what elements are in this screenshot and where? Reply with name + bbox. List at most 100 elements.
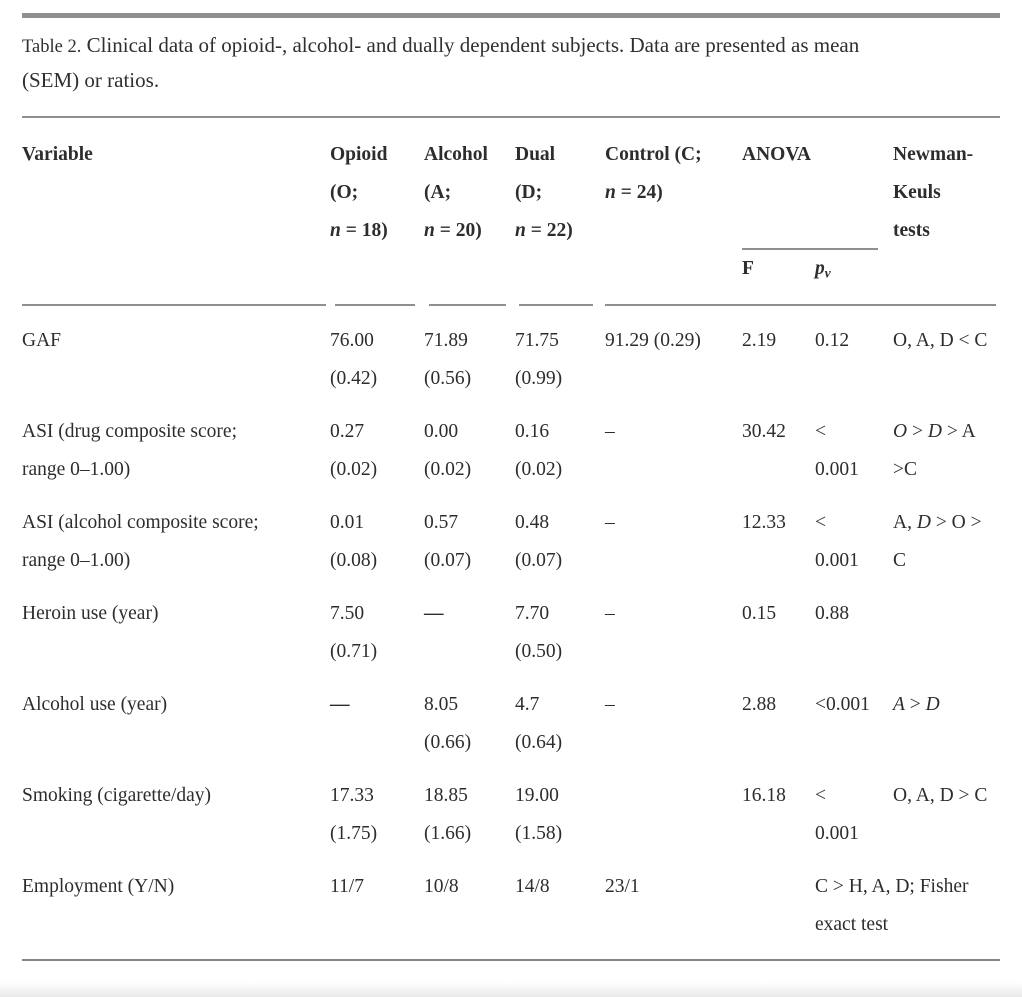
table-caption: Table 2. Clinical data of opioid-, alcoh… — [22, 29, 907, 97]
divider-segment-opioid — [335, 304, 415, 307]
document-page: Table 2. Clinical data of opioid-, alcoh… — [0, 13, 1022, 997]
text-line: (0.02) — [330, 459, 378, 481]
text-line: (1.66) — [424, 823, 472, 845]
divider-segment-variable — [22, 304, 326, 307]
text-line: pv — [815, 258, 831, 281]
header-variable: Variable — [22, 136, 330, 292]
cell-f: 12.33 — [742, 504, 815, 580]
text-line: (0.07) — [515, 550, 563, 572]
text-line: tests — [893, 220, 930, 241]
text-line: 8.05 — [424, 694, 459, 716]
text-line: (0.66) — [424, 732, 472, 754]
text-line: 10/8 — [424, 876, 459, 898]
text-line: GAF — [22, 330, 62, 352]
text-line: (0.99) — [515, 368, 563, 390]
text-line: 23/1 — [605, 876, 640, 898]
cell-opioid: 76.00 (0.42) — [330, 322, 424, 398]
text-line: O, A, D < C — [893, 330, 988, 352]
text-line: ASI (alcohol composite score; — [22, 512, 259, 534]
text-line: Smoking (cigarette/day) — [22, 785, 211, 807]
text-line: 14/8 — [515, 876, 550, 898]
text-line: ASI (drug composite score; — [22, 421, 237, 443]
cell-variable: ASI (alcohol composite score; range 0–1.0… — [22, 504, 330, 580]
table-caption-label: Table 2. — [22, 37, 82, 57]
text-line: O > D > A — [893, 421, 976, 443]
table-bottom-rule — [22, 959, 1000, 962]
text-line: Employment (Y/N) — [22, 876, 175, 898]
text-line: 16.18 — [742, 785, 786, 807]
text-line: range 0–1.00) — [22, 550, 131, 572]
text-line: 17.33 — [330, 785, 374, 807]
cell-f: 30.42 — [742, 413, 815, 489]
cell-control: – — [605, 504, 742, 580]
text-line: 12.33 — [742, 512, 786, 534]
text-line: 4.7 — [515, 694, 540, 716]
cell-dual: 4.7 (0.64) — [515, 686, 605, 762]
cell-dual: 0.16 (0.02) — [515, 413, 605, 489]
cell-f — [742, 868, 815, 944]
cell-p-newman-keuls-merged: C > H, A, D; Fisher exact test — [815, 868, 1000, 944]
text-line: 0.01 — [330, 512, 365, 534]
cell-alcohol: 0.57 (0.07) — [424, 504, 515, 580]
text-line: O, A, D > C — [893, 785, 988, 807]
text-line: 30.42 — [742, 421, 786, 443]
cell-alcohol: 18.85 (1.66) — [424, 777, 515, 853]
cell-f: 0.15 — [742, 595, 815, 671]
text-line: Control (C; — [605, 144, 702, 165]
table-row: GAF 76.00 (0.42) 71.89 (0.56) 71.75 (0.99) 91.2… — [22, 322, 1000, 398]
cell-nk: O, A, D > C — [893, 777, 1000, 853]
text-line: >C — [893, 459, 918, 481]
cell-dual: 0.48 (0.07) — [515, 504, 605, 580]
cell-alcohol: 71.89 (0.56) — [424, 322, 515, 398]
text-line: (0.07) — [424, 550, 472, 572]
cell-variable: Employment (Y/N) — [22, 868, 330, 944]
cell-opioid: 0.01 (0.08) — [330, 504, 424, 580]
header-body-divider — [22, 304, 1000, 307]
cell-control: – — [605, 595, 742, 671]
text-line: 0.001 — [815, 550, 859, 572]
text-line: Dual — [515, 144, 556, 165]
text-line: 19.00 — [515, 785, 559, 807]
header-alcohol: Alcohol (A; n = 20) — [424, 136, 515, 292]
text-line: (0.02) — [515, 459, 563, 481]
header-anova: ANOVA — [742, 136, 893, 174]
header-control: Control (C; n = 24) — [605, 136, 742, 292]
text-line: (1.75) — [330, 823, 378, 845]
cell-variable: Alcohol use (year) — [22, 686, 330, 762]
text-line: 0.88 — [815, 603, 850, 625]
text-line: range 0–1.00) — [22, 459, 131, 481]
cell-alcohol: — — [424, 595, 515, 671]
header-anova-group: ANOVA F pv — [742, 136, 893, 292]
text-line: Alcohol use (year) — [22, 694, 168, 716]
text-line: Variable — [22, 144, 93, 165]
cell-variable: GAF — [22, 322, 330, 398]
cell-dual: 19.00 (1.58) — [515, 777, 605, 853]
text-line: – — [605, 603, 615, 625]
text-line: n = 24) — [605, 182, 663, 203]
page-bottom-fade — [0, 982, 1022, 997]
text-line: 0.001 — [815, 823, 859, 845]
cell-control: 23/1 — [605, 868, 742, 944]
cell-nk: A, D > O > C — [893, 504, 1000, 580]
text-line: 11/7 — [330, 876, 364, 898]
text-line: – — [605, 512, 615, 534]
text-line: n = 22) — [515, 220, 573, 241]
header-f: F — [742, 250, 815, 292]
text-line: (0.50) — [515, 641, 563, 663]
text-line: 0.57 — [424, 512, 459, 534]
cell-p: 0.12 — [815, 322, 893, 398]
text-line: 2.88 — [742, 694, 777, 716]
header-newman-keuls: Newman- Keuls tests — [893, 136, 1000, 292]
top-border-bar — [22, 13, 1000, 18]
cell-p: <0.001 — [815, 504, 893, 580]
header-opioid: Opioid (O; n = 18) — [330, 136, 424, 292]
text-line: (1.58) — [515, 823, 563, 845]
text-line: < — [815, 421, 826, 443]
text-line: (0.08) — [330, 550, 378, 572]
text-line: Newman- — [893, 144, 974, 165]
text-line: n = 18) — [330, 220, 388, 241]
table-row: ASI (alcohol composite score; range 0–1.0… — [22, 504, 1000, 580]
cell-control: 91.29 (0.29) — [605, 322, 742, 398]
table-caption-text: Clinical data of opioid-, alcohol- and d… — [22, 33, 860, 92]
text-line: 18.85 — [424, 785, 468, 807]
